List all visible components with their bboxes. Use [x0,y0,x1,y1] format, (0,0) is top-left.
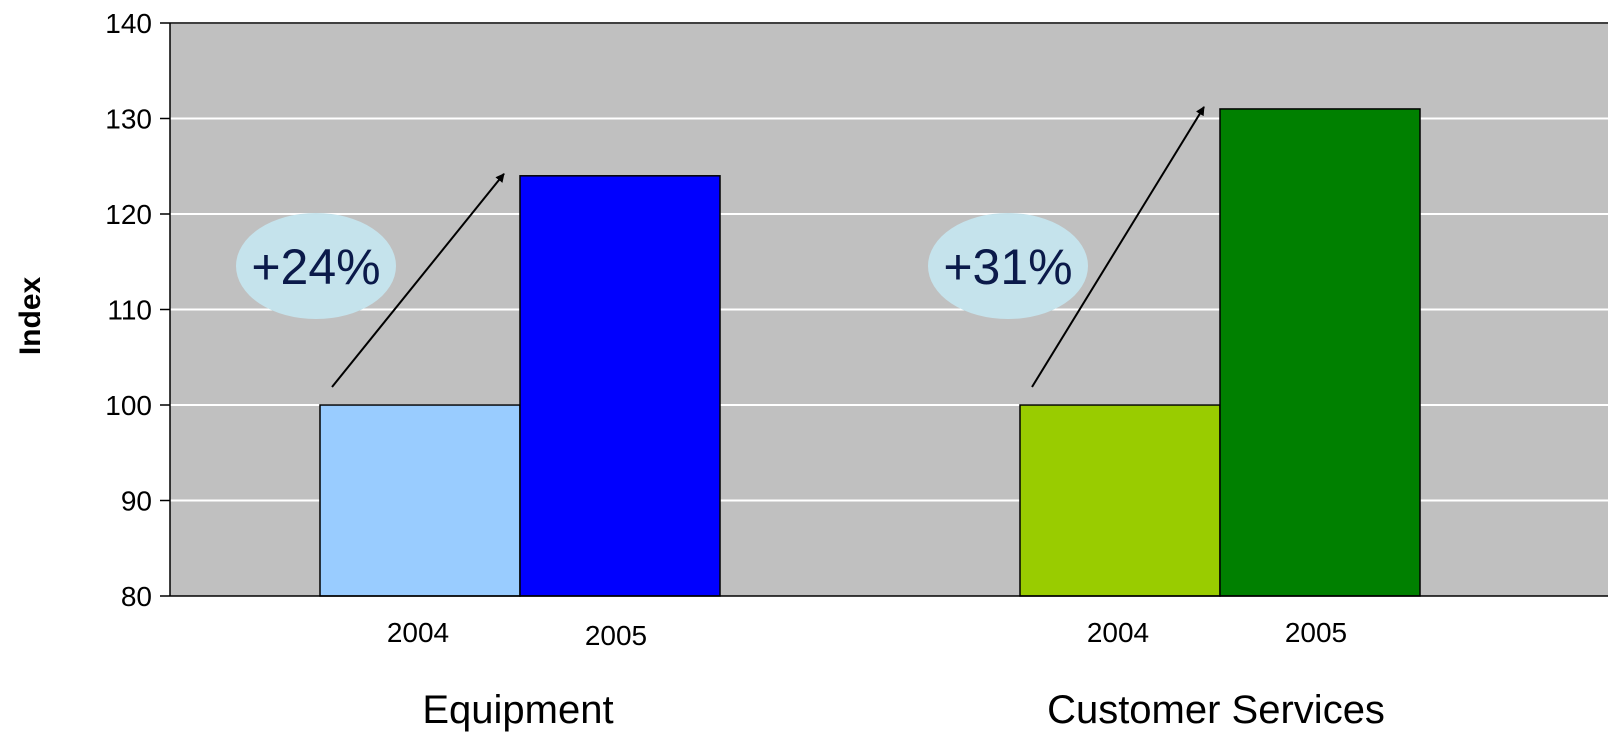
growth-arrow [1031,106,1205,388]
y-tick-label: 100 [105,390,152,421]
y-axis-label: Index [14,277,47,356]
y-tick-labels: 80 90 100 110 120 130 140 [105,8,170,612]
bar-customer-services-2004 [1019,404,1221,597]
bar-equipment-2005 [519,175,721,597]
y-tick-label: 140 [105,8,152,39]
y-tick-label: 80 [121,581,152,612]
y-tick-label: 90 [121,486,152,517]
growth-arrow [331,173,505,388]
x-tick-label: 2005 [585,620,647,651]
y-tick-label: 110 [107,295,152,326]
annotation-bubble [928,213,1088,319]
annotation-label: +31% [943,239,1072,295]
category-label: Equipment [422,688,613,732]
annotations: +24% +31% [236,106,1205,388]
y-tick-label: 120 [105,199,152,230]
annotation-bubble [236,213,396,319]
annotation-label: +24% [251,239,380,295]
bars [319,108,1421,597]
x-labels: 2004 2005 Equipment 2004 2005 Customer Servic… [387,617,1385,732]
x-tick-label: 2004 [387,617,449,648]
bar-equipment-2004 [319,404,521,597]
x-tick-label: 2005 [1285,617,1347,648]
x-tick-label: 2004 [1087,617,1149,648]
category-label: Customer Services [1047,688,1385,732]
bar-customer-services-2005 [1219,108,1421,597]
y-tick-label: 130 [105,104,152,135]
